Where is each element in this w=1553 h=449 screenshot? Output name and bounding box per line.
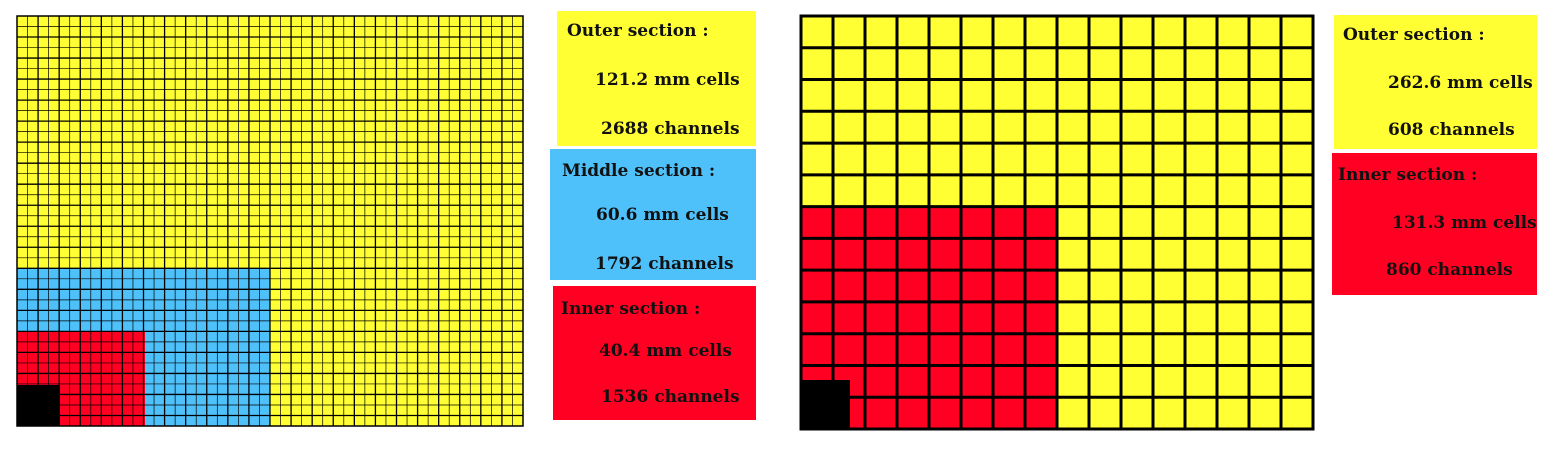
right-outer-title: Outer section :	[1343, 25, 1485, 45]
right-inner-title: Inner section :	[1338, 165, 1478, 185]
left-inner-title: Inner section :	[561, 299, 701, 319]
left-inner-channels: 1536 channels	[601, 387, 740, 407]
left-grid-lines	[17, 16, 523, 426]
right-outer-cell-size: 262.6 mm cells	[1388, 73, 1533, 93]
left-outer-cell-size: 121.2 mm cells	[595, 70, 740, 90]
left-inner-label: Inner section : 40.4 mm cells 1536 chann…	[553, 286, 756, 420]
left-inner-cell-size: 40.4 mm cells	[599, 341, 732, 361]
left-middle-cell-size: 60.6 mm cells	[596, 205, 729, 225]
left-calorimeter-grid	[16, 15, 524, 427]
left-outer-channels: 2688 channels	[601, 119, 740, 139]
right-inner-label: Inner section : 131.3 mm cells 860 chann…	[1332, 153, 1537, 295]
left-outer-title: Outer section :	[567, 21, 709, 41]
left-beam-hole	[17, 385, 60, 426]
left-grid-border	[16, 15, 524, 427]
left-outer-label: Outer section : 121.2 mm cells 2688 chan…	[557, 11, 756, 146]
right-calorimeter-grid	[799, 14, 1315, 431]
left-middle-label: Middle section : 60.6 mm cells 1792 chan…	[550, 149, 756, 280]
right-grid-border	[799, 14, 1315, 431]
right-grid-lines	[801, 16, 1313, 429]
right-inner-cell-size: 131.3 mm cells	[1392, 213, 1537, 233]
right-beam-hole	[801, 380, 850, 429]
right-inner-channels: 860 channels	[1386, 260, 1513, 280]
right-outer-channels: 608 channels	[1388, 120, 1515, 140]
left-middle-title: Middle section :	[562, 161, 716, 181]
left-middle-channels: 1792 channels	[595, 254, 734, 274]
right-outer-label: Outer section : 262.6 mm cells 608 chann…	[1334, 15, 1537, 149]
